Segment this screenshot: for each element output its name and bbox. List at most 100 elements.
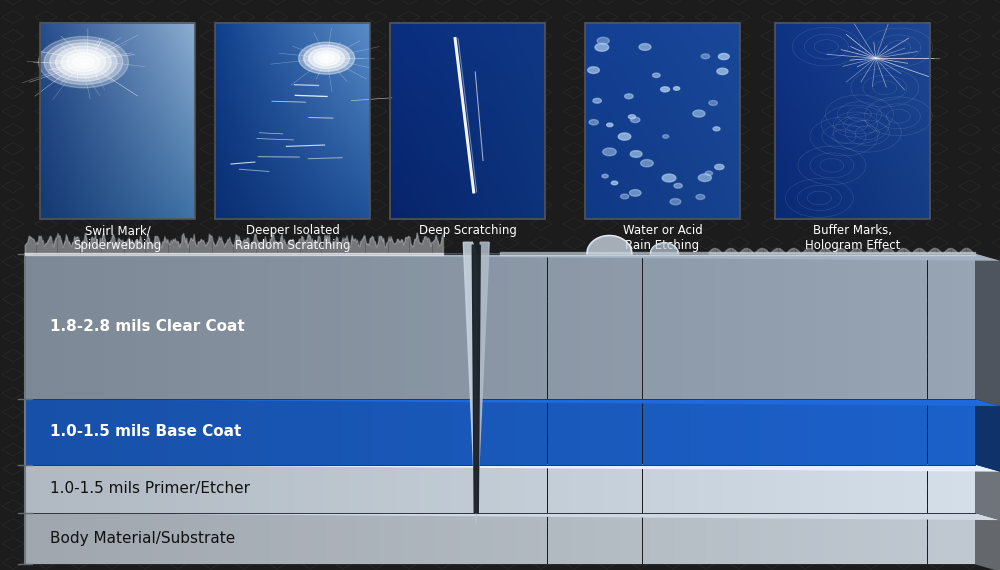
Bar	[775, 23, 930, 219]
Circle shape	[595, 43, 609, 51]
Bar	[492, 465, 500, 513]
Bar	[144, 254, 152, 399]
Bar	[389, 254, 397, 399]
Bar	[920, 399, 927, 465]
Bar	[72, 399, 80, 465]
Bar	[809, 399, 817, 465]
Bar	[516, 399, 524, 465]
Bar	[429, 465, 437, 513]
Bar	[183, 465, 191, 513]
Bar	[642, 254, 650, 399]
Bar	[207, 399, 215, 465]
Bar	[397, 513, 405, 564]
Bar	[571, 513, 579, 564]
Bar	[65, 465, 72, 513]
Circle shape	[693, 110, 705, 117]
Bar	[825, 399, 832, 465]
Circle shape	[56, 46, 111, 78]
Bar	[286, 254, 294, 399]
Bar	[753, 513, 761, 564]
Bar	[381, 399, 389, 465]
Bar	[650, 465, 658, 513]
Bar	[365, 399, 373, 465]
Bar	[888, 399, 896, 465]
Bar	[761, 254, 769, 399]
Bar	[389, 513, 397, 564]
Circle shape	[607, 123, 613, 127]
Bar	[563, 465, 571, 513]
Bar	[595, 513, 603, 564]
Bar	[666, 254, 674, 399]
Bar	[57, 513, 65, 564]
Bar	[682, 399, 690, 465]
Bar	[223, 465, 231, 513]
Bar	[128, 465, 136, 513]
Bar	[920, 513, 927, 564]
Bar	[460, 513, 468, 564]
Circle shape	[670, 198, 681, 205]
Bar	[619, 513, 627, 564]
Bar	[128, 513, 136, 564]
Circle shape	[698, 174, 711, 181]
Bar	[175, 254, 183, 399]
Bar	[278, 513, 286, 564]
Bar	[25, 399, 33, 465]
Bar	[429, 399, 437, 465]
Circle shape	[299, 42, 355, 74]
Circle shape	[61, 50, 106, 75]
Bar	[817, 254, 825, 399]
Polygon shape	[975, 513, 1000, 570]
Bar	[390, 23, 545, 219]
Bar	[413, 513, 421, 564]
Bar	[532, 513, 540, 564]
Circle shape	[611, 181, 618, 185]
Text: Body Material/Substrate: Body Material/Substrate	[50, 531, 235, 546]
Bar	[524, 465, 532, 513]
Bar	[642, 399, 650, 465]
Bar	[342, 254, 350, 399]
Circle shape	[630, 190, 641, 196]
Bar	[745, 465, 753, 513]
Bar	[690, 513, 698, 564]
Bar	[904, 254, 912, 399]
Bar	[223, 513, 231, 564]
Bar	[532, 399, 540, 465]
Bar	[136, 513, 144, 564]
Bar	[508, 513, 516, 564]
Bar	[350, 513, 358, 564]
Bar	[326, 513, 334, 564]
Text: Deeper Isolated
Random Scratching: Deeper Isolated Random Scratching	[235, 224, 350, 252]
Bar	[880, 465, 888, 513]
Bar	[935, 465, 943, 513]
Bar	[555, 254, 563, 399]
Bar	[25, 513, 33, 564]
Bar	[896, 399, 904, 465]
Bar	[516, 254, 524, 399]
Bar	[136, 465, 144, 513]
Circle shape	[324, 56, 330, 60]
Bar	[856, 399, 864, 465]
Bar	[730, 465, 738, 513]
Bar	[405, 254, 413, 399]
Bar	[864, 399, 872, 465]
Bar	[832, 254, 840, 399]
Circle shape	[593, 98, 601, 103]
Bar	[674, 465, 682, 513]
Bar	[967, 513, 975, 564]
Bar	[373, 465, 381, 513]
Bar	[524, 513, 532, 564]
Bar	[175, 399, 183, 465]
Bar	[579, 254, 587, 399]
Bar	[548, 513, 555, 564]
Bar	[793, 465, 801, 513]
Bar	[555, 399, 563, 465]
Bar	[698, 513, 706, 564]
Bar	[334, 254, 342, 399]
Bar	[935, 513, 943, 564]
Bar	[49, 399, 57, 465]
Bar	[666, 399, 674, 465]
Bar	[793, 254, 801, 399]
Bar	[500, 513, 508, 564]
Circle shape	[713, 127, 720, 131]
Bar	[191, 399, 199, 465]
